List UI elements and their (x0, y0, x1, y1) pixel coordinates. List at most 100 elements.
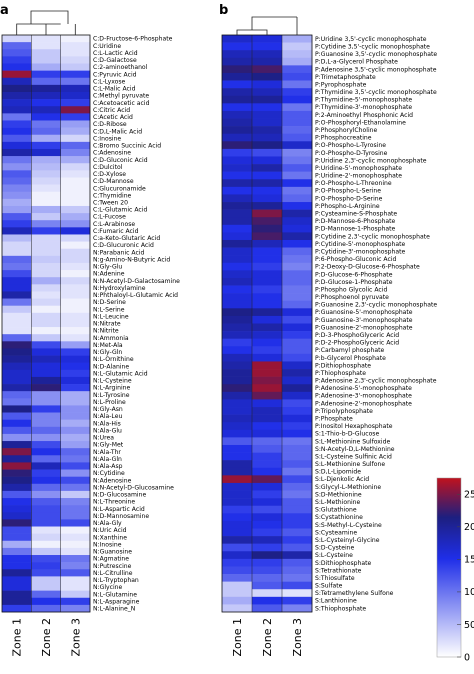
heatmap-cell (2, 255, 32, 264)
row-label: S:D-Cysteine (315, 545, 355, 552)
row-label: P:O-Phosphoryl-Ethanolamine (315, 119, 406, 126)
heatmap-cell (31, 106, 61, 114)
heatmap-cell (31, 384, 61, 392)
row-label: P:O-Phospho-D-Serine (315, 195, 383, 202)
heatmap-cell (222, 95, 253, 104)
heatmap-cell (252, 323, 283, 332)
heatmap-cell (252, 566, 283, 575)
heatmap-cell (222, 262, 253, 271)
heatmap-cell (31, 91, 61, 100)
heatmap-cell (282, 308, 313, 317)
row-label: P:Guanosine-2'-monophosphate (315, 324, 413, 331)
heatmap-cell (282, 460, 313, 469)
row-label: C:D,L-Malic Acid (93, 128, 142, 135)
heatmap-cell (31, 462, 61, 470)
heatmap-cell (60, 49, 91, 57)
row-label: S:L-Djenkolic Acid (315, 476, 369, 483)
heatmap-cell (282, 103, 313, 112)
heatmap-cell (282, 604, 313, 613)
row-label: N:L-Cysteine (93, 378, 132, 385)
heatmap-cell (222, 300, 253, 309)
heatmap-cell (31, 163, 61, 171)
heatmap-cell (31, 113, 61, 121)
heatmap-cell (31, 455, 61, 463)
row-label: N:Nitrate (93, 321, 121, 328)
row-label: C:D-Fructose-6-Phosphate (93, 36, 173, 43)
colorbar-tick-label: 250 (464, 490, 474, 501)
row-label: N:Ala-Gly (93, 520, 122, 527)
heatmap-cell (252, 399, 283, 408)
heatmap-cell (282, 57, 313, 66)
heatmap-cell (282, 429, 313, 438)
heatmap-cell (252, 35, 283, 43)
heatmap-cell (60, 106, 91, 114)
heatmap-cell (282, 186, 313, 195)
heatmap-cell (60, 170, 91, 178)
row-label: N:L-Serine (93, 306, 125, 313)
row-label: P:Guanosine-5'-monophosphate (315, 309, 413, 316)
heatmap-cell (31, 262, 61, 271)
heatmap-cell (282, 558, 313, 567)
heatmap-cell (60, 284, 91, 292)
heatmap-cell (282, 141, 313, 150)
heatmap-cell (31, 341, 61, 349)
heatmap-cell (2, 462, 32, 470)
row-label: S:D,L-Lipomide (315, 469, 361, 476)
heatmap-cell (60, 156, 91, 164)
heatmap-cell (31, 170, 61, 178)
heatmap-cell (31, 433, 61, 442)
heatmap-cell (2, 569, 32, 577)
heatmap-cell (252, 209, 283, 218)
row-label: N:Ala-Leu (93, 413, 122, 420)
heatmap-cell (252, 262, 283, 271)
heatmap-cell (282, 384, 313, 393)
row-label: C:2-aminoethanol (93, 64, 148, 71)
heatmap-cell (60, 369, 91, 378)
heatmap-cell (282, 110, 313, 119)
heatmap-cell (2, 441, 32, 449)
heatmap-cell (2, 341, 32, 349)
heatmap-cell (222, 444, 253, 453)
heatmap-cell (31, 441, 61, 449)
heatmap-cell (60, 127, 91, 136)
colorbar: 250 200 150 100 50 0 (436, 477, 474, 663)
heatmap-cell (222, 589, 253, 598)
heatmap-cell (2, 355, 32, 363)
heatmap-cell (2, 241, 32, 250)
heatmap-cell (282, 255, 313, 264)
heatmap-cell (31, 70, 61, 79)
row-label: P:Thymidine-3'-monophosphate (315, 104, 412, 111)
row-label: P:Thymidine-5'-monophosphate (315, 97, 412, 104)
heatmap-cell (2, 284, 32, 292)
heatmap-cell (31, 327, 61, 335)
heatmap-cell (252, 80, 283, 89)
heatmap-cell (2, 505, 32, 513)
heatmap-cell (282, 376, 313, 385)
heatmap-cell (31, 205, 61, 214)
heatmap-cell (282, 399, 313, 408)
heatmap-cell (222, 164, 253, 172)
heatmap-cell (60, 141, 91, 150)
heatmap-cell (31, 49, 61, 57)
column-dendrogram (16, 10, 76, 35)
row-label: P:Thymidine 3,5'-cyclic monophosphate (315, 89, 437, 96)
heatmap-cell (252, 50, 283, 59)
row-label: C:L-Lyxose (93, 78, 126, 85)
heatmap-cell (31, 127, 61, 136)
row-label: P:Phosphoenol pyruvate (315, 294, 389, 301)
heatmap-cell (222, 171, 253, 180)
heatmap-cell (31, 376, 61, 385)
heatmap-cell (282, 217, 313, 226)
heatmap-cell (2, 562, 32, 570)
heatmap-cell (2, 526, 32, 534)
heatmap-cell (60, 433, 91, 442)
heatmap-cell (282, 536, 313, 544)
heatmap-cell (2, 498, 32, 506)
heatmap-cell (31, 412, 61, 420)
heatmap-cell (60, 398, 91, 406)
heatmap-cell (31, 583, 61, 591)
heatmap-cell (31, 156, 61, 164)
heatmap-cell (31, 56, 61, 64)
heatmap-cell (252, 57, 283, 66)
heatmap-cell (31, 540, 61, 549)
